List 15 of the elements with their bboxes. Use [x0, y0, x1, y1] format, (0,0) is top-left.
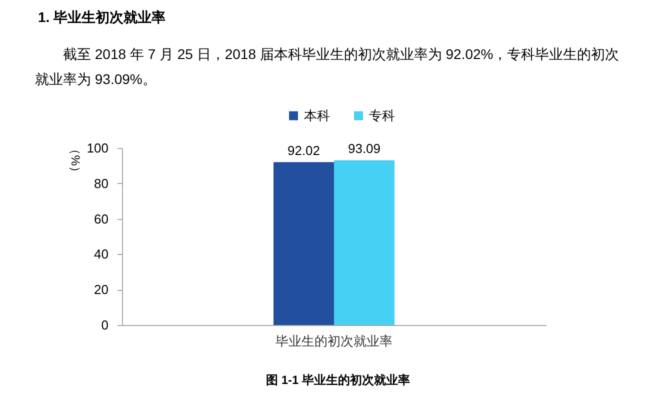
y-tick-label: 100 [86, 140, 108, 156]
caption: 图 1-1 毕业生的初次就业率 [266, 373, 410, 387]
y-tick-label: 20 [94, 282, 108, 298]
y-tick-label: 60 [94, 211, 108, 226]
legend-label: 本科 [304, 108, 330, 123]
y-axis-title: （%） [68, 143, 82, 178]
y-tick-label: 0 [101, 318, 108, 332]
legend-label: 专科 [369, 108, 395, 123]
data-label: 93.09 [348, 141, 381, 156]
chart-subtitle: 截至 2018 年 7 月 25 日，2018 届本科毕业生的初次就业率为 92.02%，专科毕业生的初次就业率为 93.09%。 [35, 46, 620, 87]
y-tick-label: 40 [94, 246, 108, 262]
data-label: 92.02 [287, 143, 320, 158]
y-tick-label: 80 [94, 176, 108, 191]
x-tick-label: 毕业生的初次就业率 [276, 334, 392, 348]
chart-title: 1. 毕业生初次就业率 [38, 9, 166, 25]
